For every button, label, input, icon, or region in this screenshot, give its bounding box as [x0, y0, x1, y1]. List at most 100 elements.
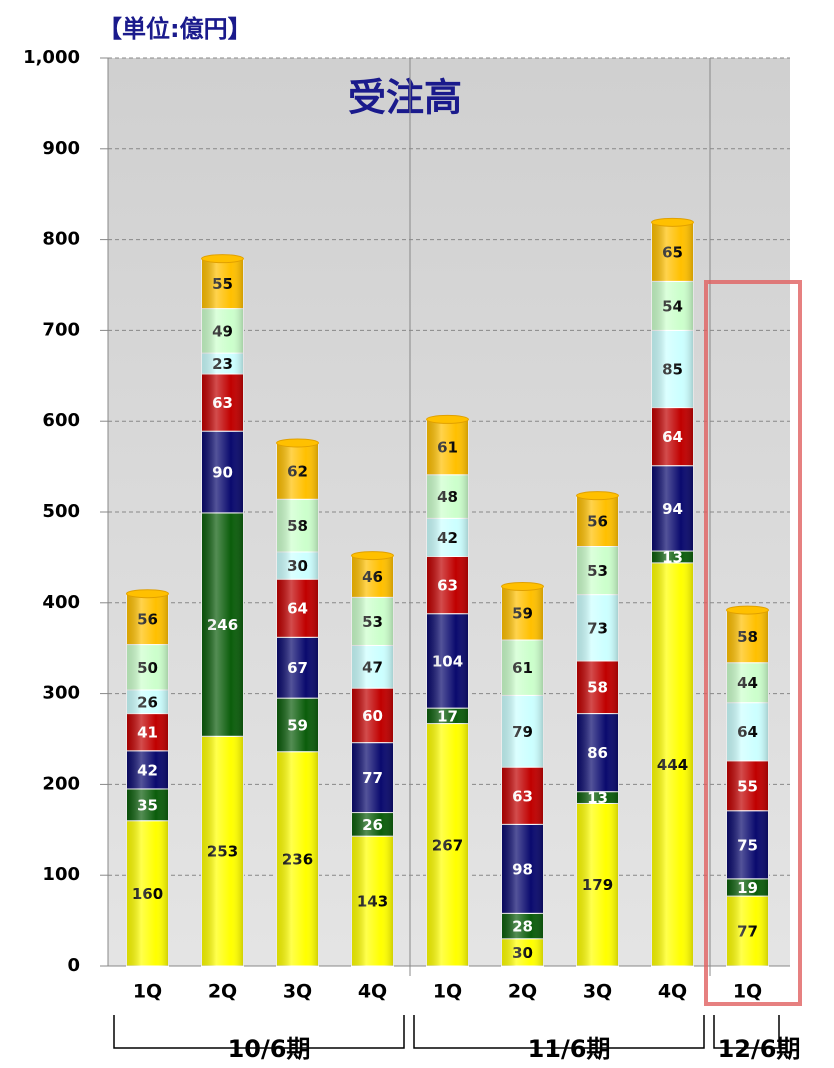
data-label: 160 [132, 885, 163, 903]
group-bracket [113, 1015, 405, 1049]
data-label: 30 [287, 557, 308, 575]
bar-cap [351, 551, 394, 561]
data-label: 61 [437, 439, 458, 457]
data-label: 63 [212, 394, 233, 412]
x-tick-label: 3Q [283, 981, 312, 1003]
x-tick-label: 2Q [208, 981, 237, 1003]
data-label: 48 [437, 488, 458, 506]
x-tick-label: 4Q [358, 981, 387, 1003]
data-label: 444 [657, 756, 688, 774]
y-tick-label: 700 [42, 319, 80, 340]
x-tick-label: 1Q [733, 981, 762, 1003]
y-tick-label: 300 [42, 683, 80, 704]
x-tick-label: 2Q [508, 981, 537, 1003]
data-label: 59 [512, 605, 533, 623]
y-tick-label: 900 [42, 138, 80, 159]
data-label: 77 [737, 923, 758, 941]
data-label: 236 [282, 850, 313, 868]
data-label: 246 [207, 616, 238, 634]
y-tick-label: 500 [42, 501, 80, 522]
data-label: 19 [737, 879, 758, 897]
data-label: 60 [362, 707, 383, 725]
x-tick-label: 3Q [583, 981, 612, 1003]
data-label: 53 [587, 562, 608, 580]
data-label: 79 [512, 723, 533, 741]
y-tick-label: 1,000 [23, 47, 80, 68]
data-label: 47 [362, 658, 383, 676]
highlight-box [704, 280, 802, 1006]
data-label: 86 [587, 744, 608, 762]
data-label: 46 [362, 568, 383, 586]
data-label: 23 [212, 355, 233, 373]
data-label: 65 [662, 243, 683, 261]
bar-cap [276, 438, 319, 448]
data-label: 28 [512, 918, 533, 936]
x-tick-label: 1Q [433, 981, 462, 1003]
x-tick-label: 1Q [133, 981, 162, 1003]
data-label: 26 [362, 816, 383, 834]
data-label: 42 [437, 529, 458, 547]
data-label: 63 [512, 787, 533, 805]
y-tick-label: 800 [42, 229, 80, 250]
bar-cap [576, 491, 619, 501]
data-label: 104 [432, 652, 463, 670]
data-label: 58 [587, 679, 608, 697]
group-bracket [413, 1015, 705, 1049]
group-label: 10/6期 [228, 1035, 311, 1063]
data-label: 50 [137, 659, 158, 677]
data-label: 90 [212, 464, 233, 482]
data-label: 35 [137, 796, 158, 814]
y-tick-label: 400 [42, 592, 80, 613]
bar-cap [126, 589, 169, 599]
data-label: 58 [737, 628, 758, 646]
bar-cap [726, 605, 769, 615]
bar-cap [651, 217, 694, 227]
data-label: 94 [662, 500, 683, 518]
data-label: 64 [662, 428, 683, 446]
unit-label: 【単位:億円】 [98, 15, 252, 43]
data-label: 67 [287, 659, 308, 677]
data-label: 61 [512, 659, 533, 677]
bar-cap [501, 581, 544, 591]
data-label: 98 [512, 860, 533, 878]
data-label: 56 [587, 513, 608, 531]
data-label: 56 [137, 611, 158, 629]
data-label: 59 [287, 716, 308, 734]
group-bracket [713, 1015, 780, 1049]
bar-cap [426, 414, 469, 424]
data-label: 55 [737, 777, 758, 795]
group-label: 11/6期 [528, 1035, 611, 1063]
y-tick-label: 200 [42, 773, 80, 794]
data-label: 55 [212, 275, 233, 293]
data-label: 253 [207, 843, 238, 861]
y-tick-label: 600 [42, 410, 80, 431]
bar-cap [201, 254, 244, 264]
data-label: 62 [287, 463, 308, 481]
data-label: 73 [587, 619, 608, 637]
data-label: 63 [437, 577, 458, 595]
data-label: 54 [662, 297, 683, 315]
data-label: 30 [512, 944, 533, 962]
data-label: 26 [137, 693, 158, 711]
data-label: 17 [437, 707, 458, 725]
data-label: 42 [137, 761, 158, 779]
data-label: 58 [287, 517, 308, 535]
x-tick-label: 4Q [658, 981, 687, 1003]
data-label: 267 [432, 836, 463, 854]
data-label: 143 [357, 893, 388, 911]
data-label: 179 [582, 876, 613, 894]
data-label: 85 [662, 360, 683, 378]
y-tick-label: 0 [67, 955, 80, 976]
data-label: 64 [737, 723, 758, 741]
data-label: 77 [362, 769, 383, 787]
data-label: 75 [737, 836, 758, 854]
data-label: 49 [212, 322, 233, 340]
data-label: 44 [737, 674, 758, 692]
data-label: 41 [137, 724, 158, 742]
group-label: 12/6期 [718, 1035, 801, 1063]
data-label: 64 [287, 600, 308, 618]
y-tick-label: 100 [42, 864, 80, 885]
chart-title: 受注高 [348, 76, 462, 120]
data-label: 53 [362, 613, 383, 631]
